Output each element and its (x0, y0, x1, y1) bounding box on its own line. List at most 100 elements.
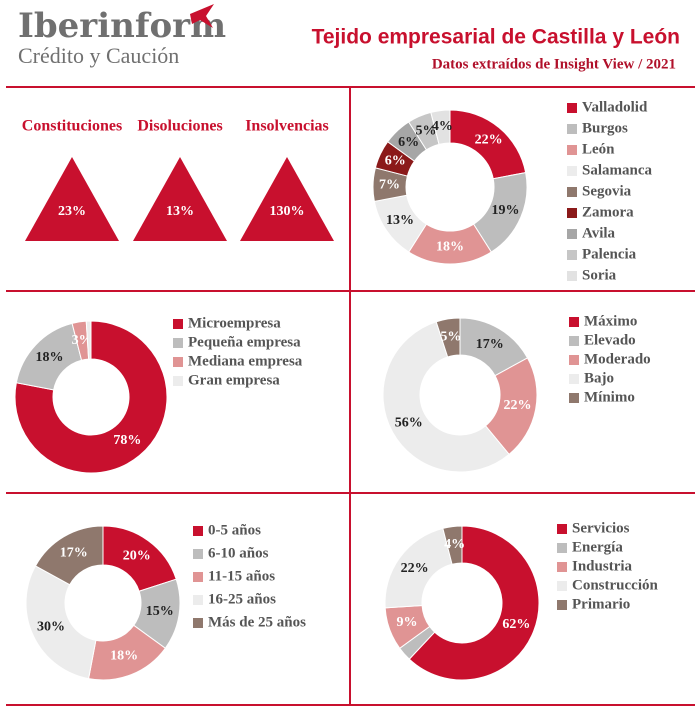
legend-swatch (569, 336, 579, 346)
legend-label: León (582, 141, 615, 157)
legend-label: Avila (582, 225, 616, 241)
legend-label: Construcción (572, 577, 658, 593)
indicator-label: Constituciones (22, 118, 122, 135)
slice-label: 13% (386, 213, 414, 228)
legend-swatch (173, 319, 183, 329)
donut-slice (14, 320, 168, 474)
legend-swatch (557, 543, 567, 553)
indicator-triangle (240, 157, 334, 241)
legend-swatch (567, 229, 577, 239)
legend-swatch (173, 357, 183, 367)
legend-label: Soria (582, 267, 617, 283)
slice-label: 7% (379, 177, 400, 192)
legend-label: Microempresa (188, 315, 281, 331)
slice-label: 4% (432, 119, 453, 134)
indicator-label: Disoluciones (137, 118, 222, 135)
legend-label: Máximo (584, 313, 637, 329)
slice-label: 22% (475, 133, 503, 148)
legend-label: Mediana empresa (188, 353, 303, 369)
legend-swatch (567, 166, 577, 176)
slice-label: 18% (110, 649, 138, 664)
legend-label: Industria (572, 558, 633, 574)
slice-label: 6% (398, 135, 419, 150)
donut-slice (435, 317, 461, 358)
legend-swatch (193, 618, 203, 628)
brand: Iberinform (18, 6, 226, 46)
legend-swatch (567, 103, 577, 113)
legend-label: Pequeña empresa (188, 334, 301, 350)
slice-label: 19% (492, 203, 520, 218)
legend-label: 6-10 años (208, 545, 269, 561)
legend-swatch (567, 187, 577, 197)
indicator-label: Insolvencias (245, 118, 329, 135)
donut-slice (430, 109, 451, 145)
slice-label: 18% (35, 350, 63, 365)
legend-swatch (193, 572, 203, 582)
donut-slice (85, 320, 92, 360)
title: Tejido empresarial de Castilla y León (312, 26, 680, 49)
slice-label: 15% (146, 604, 174, 619)
slice-label: 5% (440, 329, 461, 344)
legend-swatch (193, 595, 203, 605)
legend-label: Valladolid (582, 99, 648, 115)
indicator-triangle (133, 157, 227, 241)
legend-label: Servicios (572, 520, 630, 536)
slice-label: 56% (395, 415, 423, 430)
slice-label: 17% (476, 337, 504, 352)
legend-label: Más de 25 años (208, 614, 306, 630)
slice-label: 9% (396, 615, 417, 630)
donut-slice (382, 321, 510, 473)
subtitle: Datos extraídos de Insight View / 2021 (432, 56, 676, 72)
legend-swatch (569, 355, 579, 365)
legend-swatch (173, 338, 183, 348)
donut-slice (25, 565, 97, 680)
slice-label: 5% (415, 124, 436, 139)
brand-sub: Crédito y Caución (18, 43, 179, 68)
slice-label: 30% (37, 620, 65, 635)
legend-label: Elevado (584, 332, 636, 348)
legend-swatch (567, 124, 577, 134)
indicator-value: 130% (270, 204, 305, 219)
slice-label: 17% (60, 546, 88, 561)
legend-swatch (569, 393, 579, 403)
indicator-value: 13% (166, 204, 194, 219)
legend-label: Bajo (584, 370, 614, 386)
legend-label: 0-5 años (208, 522, 261, 538)
slice-label: 78% (113, 433, 141, 448)
slice-label: 18% (436, 240, 464, 255)
legend-swatch (557, 581, 567, 591)
legend-swatch (567, 250, 577, 260)
legend-swatch (173, 376, 183, 386)
brand-logo (190, 4, 214, 28)
legend-swatch (569, 374, 579, 384)
legend-label: Salamanca (582, 162, 653, 178)
donut-slice (34, 525, 104, 586)
slice-label: 62% (502, 617, 530, 632)
legend-swatch (193, 549, 203, 559)
slice-label: 6% (385, 153, 406, 168)
legend-label: Zamora (582, 204, 634, 220)
donut-slice (442, 525, 463, 565)
legend-label: Gran empresa (188, 372, 280, 388)
legend-swatch (567, 271, 577, 281)
legend-label: 11-15 años (208, 568, 275, 584)
legend-label: Primario (572, 596, 630, 612)
legend-label: Moderado (584, 351, 651, 367)
legend-label: Palencia (582, 246, 637, 262)
legend-swatch (193, 526, 203, 536)
slice-label: 20% (123, 549, 151, 564)
slice-label: 4% (444, 537, 465, 552)
legend-label: Mínimo (584, 389, 635, 405)
slice-label: 22% (503, 398, 531, 413)
legend-swatch (557, 600, 567, 610)
legend-label: Energía (572, 539, 623, 555)
legend-swatch (567, 145, 577, 155)
indicator-triangle (25, 157, 119, 241)
legend-label: 16-25 años (208, 591, 276, 607)
legend-swatch (557, 524, 567, 534)
legend-swatch (557, 562, 567, 572)
indicator-value: 23% (58, 204, 86, 219)
donut-slice (408, 525, 540, 681)
legend-label: Burgos (582, 120, 628, 136)
